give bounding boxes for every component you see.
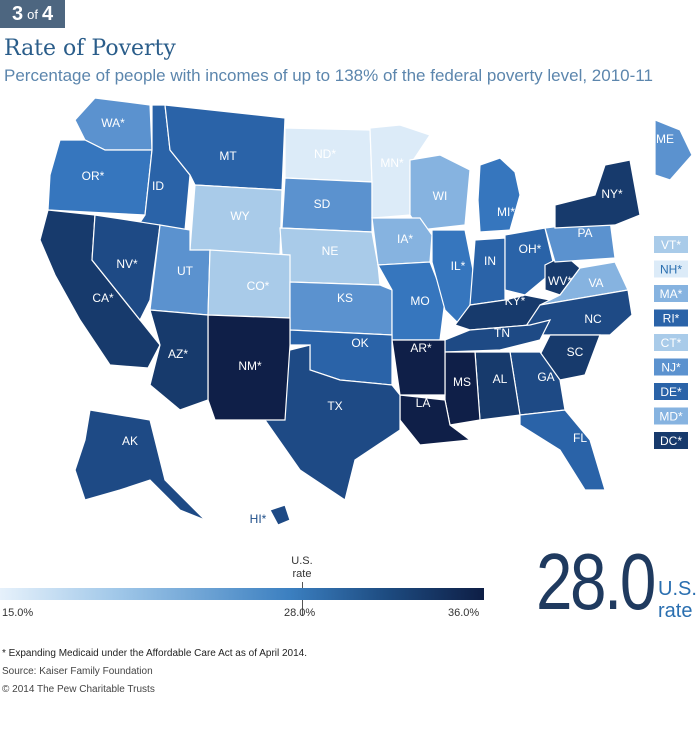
state-label-hi: HI* — [250, 512, 267, 526]
state-label-ne: NE — [322, 244, 339, 258]
small-state-swatch-dc — [654, 432, 688, 449]
state-OH — [504, 227, 556, 296]
state-WI — [409, 154, 471, 231]
state-label-ia: IA* — [397, 232, 413, 246]
page-total: 4 — [41, 2, 54, 25]
small-state-swatch-md — [654, 407, 688, 425]
state-label-co: CO* — [247, 279, 270, 293]
state-label-nm: NM* — [238, 359, 262, 373]
state-IL — [431, 229, 476, 332]
state-label-id: ID — [152, 179, 164, 193]
state-AZ — [149, 309, 209, 411]
state-label-ca: CA* — [92, 291, 114, 305]
us-rate-caption: U.S. rate — [658, 578, 697, 622]
state-label-ks: KS — [337, 291, 353, 305]
state-label-la: LA — [416, 396, 431, 410]
page-indicator: 3 of 4 — [0, 0, 66, 28]
state-label-tx: TX — [327, 399, 342, 413]
scale-max-label: 36.0% — [448, 607, 480, 619]
state-label-sd: SD — [314, 197, 331, 211]
scale-min-label: 15.0% — [2, 607, 34, 619]
state-label-ok: OK — [351, 336, 368, 350]
small-state-label-nj: NJ* — [661, 361, 681, 375]
color-scale-bar — [0, 588, 484, 600]
state-label-ga: GA — [537, 370, 554, 384]
state-label-fl: FL — [573, 431, 587, 445]
small-state-swatch-de — [654, 383, 688, 400]
small-state-label-ma: MA* — [660, 287, 683, 301]
state-AK — [74, 409, 206, 521]
state-label-ak: AK — [122, 434, 138, 448]
state-label-ky: KY* — [505, 294, 526, 308]
state-label-mi: MI* — [497, 205, 515, 219]
small-state-swatch-ct — [654, 334, 688, 351]
state-label-ms: MS — [453, 375, 471, 389]
state-label-nv: NV* — [116, 257, 138, 271]
state-label-wi: WI — [433, 189, 448, 203]
small-state-label-de: DE* — [660, 385, 682, 399]
small-state-label-dc: DC* — [660, 434, 682, 448]
small-state-swatch-nj — [654, 358, 688, 376]
state-SC — [539, 334, 601, 381]
page-subtitle: Percentage of people with incomes of up … — [4, 66, 653, 85]
state-label-nc: NC — [584, 312, 602, 326]
small-states-legend: VT* NH* MA* RI* CT* NJ* DE* MD* DC* — [654, 236, 688, 449]
us-rate-caption-text: U.S. rate — [658, 578, 697, 622]
state-label-ut: UT — [177, 264, 194, 278]
state-label-mn: MN* — [380, 156, 404, 170]
state-AR — [391, 339, 446, 396]
state-IN — [469, 237, 506, 306]
state-label-wy: WY — [230, 209, 249, 223]
state-KS — [289, 281, 393, 336]
state-label-or: OR* — [82, 169, 105, 183]
state-NY — [554, 159, 641, 229]
small-state-label-nh: NH* — [660, 263, 682, 277]
state-label-ar: AR* — [410, 341, 432, 355]
page-title: Rate of Poverty — [4, 36, 176, 61]
small-state-label-vt: VT* — [661, 238, 681, 252]
state-HI — [269, 504, 291, 526]
scale-mid-label: 28.0% — [284, 607, 316, 619]
state-MI — [477, 157, 521, 233]
state-NV — [91, 214, 161, 322]
state-labels: WA* OR* ID MT WY ND* SD MN* WI MI* IA* NE CA* NV* UT CO… — [82, 116, 674, 526]
state-label-oh: OH* — [519, 242, 542, 256]
small-state-label-md: MD* — [659, 410, 683, 424]
state-label-sc: SC — [567, 345, 584, 359]
us-poverty-map: WA* OR* ID MT WY ND* SD MN* WI MI* IA* NE CA* NV* UT CO… — [39, 97, 693, 526]
state-label-nd: ND* — [314, 147, 336, 161]
color-legend: U.S. rate 15.0% 28.0% 36.0% — [0, 555, 490, 625]
small-state-label-ri: RI* — [663, 312, 680, 326]
state-label-al: AL — [493, 372, 508, 386]
us-rate-value: 28.0 — [536, 537, 656, 626]
state-label-pa: PA — [577, 226, 592, 240]
state-label-in: IN — [484, 254, 496, 268]
state-label-mo: MO — [410, 294, 429, 308]
state-label-tn: TN — [494, 326, 510, 340]
source: Source: Kaiser Family Foundation — [2, 666, 153, 677]
state-label-il: IL* — [451, 259, 466, 273]
copyright: © 2014 The Pew Charitable Trusts — [2, 684, 155, 695]
small-state-swatch-ri — [654, 309, 688, 327]
state-label-me: ME — [656, 132, 674, 146]
us-rate-legend-label: U.S. rate — [291, 555, 313, 580]
state-ME — [654, 119, 693, 181]
state-FL — [519, 409, 606, 491]
state-label-ny: NY* — [601, 187, 623, 201]
small-state-swatch-ma — [654, 285, 688, 302]
state-VA — [539, 261, 629, 306]
state-label-wa: WA* — [101, 116, 125, 130]
small-state-swatch-nh — [654, 260, 688, 278]
small-state-label-ct: CT* — [661, 336, 682, 350]
footnote: * Expanding Medicaid under the Affordabl… — [2, 648, 308, 659]
state-label-az: AZ* — [168, 347, 188, 361]
page-current: 3 — [12, 2, 24, 25]
state-label-wv: WV* — [548, 274, 572, 288]
state-label-va: VA — [588, 276, 603, 290]
small-state-swatch-vt — [654, 236, 688, 253]
page-of: of — [27, 6, 38, 22]
state-label-mt: MT — [219, 149, 237, 163]
